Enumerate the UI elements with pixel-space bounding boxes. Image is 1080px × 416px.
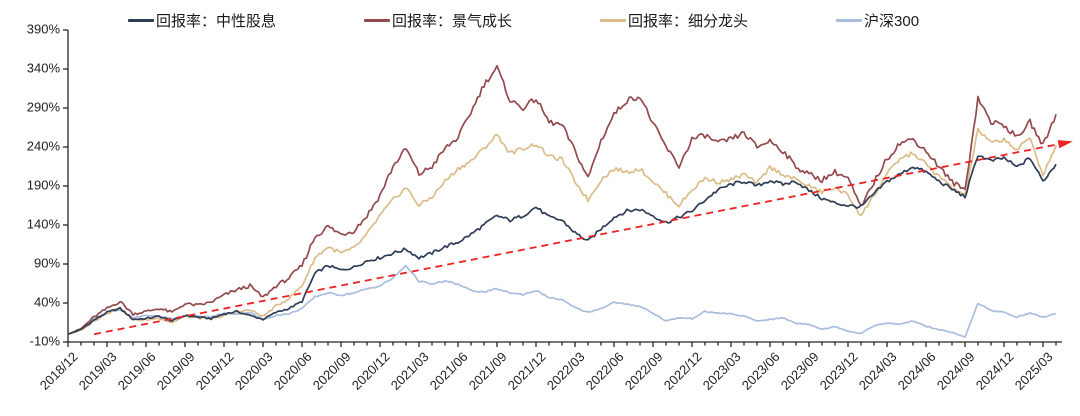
- legend-swatch-neutral-dividend: [128, 19, 154, 22]
- legend-label-neutral-dividend: 回报率：中性股息: [156, 13, 277, 30]
- legend-swatch-segment-leader: [600, 19, 627, 22]
- legend-swatch-boom-growth: [364, 19, 391, 22]
- legend-label-boom-growth: 回报率：景气成长: [392, 13, 513, 30]
- chart-legend: 回报率：中性股息 回报率：景气成长 回报率：细分龙头 沪深300: [128, 10, 919, 31]
- legend-label-csi300: 沪深300: [864, 13, 920, 30]
- legend-item-neutral-dividend: 回报率：中性股息: [128, 10, 276, 31]
- legend-item-csi300: 沪深300: [836, 10, 919, 31]
- legend-label-segment-leader: 回报率：细分龙头: [628, 13, 749, 30]
- legend-swatch-csi300: [836, 19, 863, 22]
- legend-item-boom-growth: 回报率：景气成长: [364, 10, 512, 31]
- legend-item-segment-leader: 回报率：细分龙头: [600, 10, 748, 31]
